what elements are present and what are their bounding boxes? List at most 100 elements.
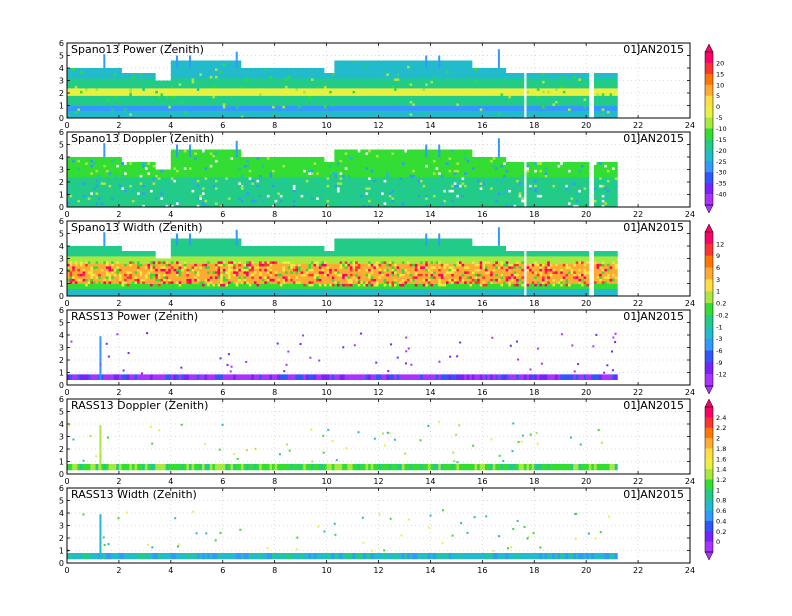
- data-cell: [225, 88, 228, 91]
- data-cell: [358, 83, 361, 86]
- data-cell: [119, 111, 122, 114]
- data-cell: [181, 98, 184, 101]
- data-cell: [490, 83, 493, 86]
- data-cell: [495, 88, 498, 91]
- data-cell: [308, 103, 311, 106]
- data-cell: [425, 106, 428, 109]
- data-cell: [88, 73, 91, 76]
- data-cell: [80, 167, 83, 170]
- data-cell: [454, 66, 457, 69]
- data-cell: [75, 98, 78, 101]
- data-cell: [111, 192, 114, 195]
- data-cell: [119, 202, 122, 205]
- data-cell: [469, 113, 472, 116]
- data-cell: [142, 187, 145, 190]
- data-cell: [423, 73, 426, 76]
- data-cell: [147, 111, 150, 114]
- data-cell: [186, 63, 189, 66]
- data-cell: [192, 73, 195, 76]
- data-cell: [597, 93, 600, 96]
- data-cell: [225, 106, 228, 109]
- data-cell: [147, 93, 150, 96]
- data-cell: [584, 93, 587, 96]
- data-cell: [363, 88, 366, 91]
- data-cell: [109, 170, 112, 173]
- data-cell: [231, 63, 234, 66]
- data-cell: [119, 175, 122, 178]
- data-cell: [345, 68, 348, 71]
- data-cell: [264, 68, 267, 71]
- data-cell: [142, 177, 145, 180]
- data-cell: [425, 101, 428, 104]
- data-cell: [109, 93, 112, 96]
- data-cell: [160, 83, 163, 86]
- data-cell: [441, 68, 444, 71]
- data-cell: [109, 68, 112, 71]
- data-cell: [103, 187, 106, 190]
- data-cell: [184, 108, 187, 111]
- data-cell: [202, 103, 205, 106]
- data-cell: [199, 91, 202, 94]
- data-cell: [225, 101, 228, 104]
- data-cell: [495, 86, 498, 89]
- data-cell: [534, 96, 537, 99]
- data-cell: [88, 170, 91, 173]
- data-cell: [441, 63, 444, 66]
- data-cell: [436, 76, 439, 79]
- data-cell: [236, 71, 239, 74]
- data-cell: [454, 83, 457, 86]
- data-cell: [342, 111, 345, 114]
- data-cell: [311, 68, 314, 71]
- data-cell: [153, 96, 156, 99]
- data-cell: [371, 101, 374, 104]
- data-cell: [249, 83, 252, 86]
- data-cell: [262, 98, 265, 101]
- data-cell: [363, 61, 366, 64]
- data-cell: [77, 202, 80, 205]
- data-cell: [581, 106, 584, 109]
- data-cell: [451, 103, 454, 106]
- data-cell: [314, 98, 317, 101]
- data-cell: [482, 91, 485, 94]
- data-cell: [225, 68, 228, 71]
- data-cell: [228, 103, 231, 106]
- data-cell: [202, 96, 205, 99]
- data-cell: [404, 73, 407, 76]
- data-cell: [288, 101, 291, 104]
- data-cell: [132, 88, 135, 91]
- data-cell: [407, 93, 410, 96]
- data-cell: [199, 61, 202, 64]
- data-cell: [417, 76, 420, 79]
- data-cell: [456, 91, 459, 94]
- data-cell: [282, 98, 285, 101]
- data-cell: [498, 71, 501, 74]
- data-cell: [464, 66, 467, 69]
- data-cell: [373, 113, 376, 116]
- data-cell: [568, 73, 571, 76]
- data-cell: [610, 73, 613, 76]
- data-cell: [85, 177, 88, 180]
- data-cell: [373, 101, 376, 104]
- data-cell: [399, 88, 402, 91]
- x-tick-label: 18: [529, 121, 539, 130]
- data-cell: [485, 68, 488, 71]
- data-cell: [412, 78, 415, 81]
- data-cell: [127, 185, 130, 188]
- data-cell: [337, 66, 340, 69]
- data-cell: [503, 73, 506, 76]
- data-cell: [459, 86, 462, 89]
- data-cell: [127, 108, 130, 111]
- data-cell: [137, 88, 140, 91]
- data-cell: [438, 83, 441, 86]
- data-cell: [116, 197, 119, 200]
- data-cell: [147, 73, 150, 76]
- data-cell: [441, 86, 444, 89]
- data-cell: [127, 93, 130, 96]
- data-cell: [295, 98, 298, 101]
- data-cell: [176, 78, 179, 81]
- data-cell: [428, 83, 431, 86]
- data-cell: [303, 103, 306, 106]
- data-cell: [145, 167, 148, 170]
- data-cell: [407, 88, 410, 91]
- data-cell: [397, 111, 400, 114]
